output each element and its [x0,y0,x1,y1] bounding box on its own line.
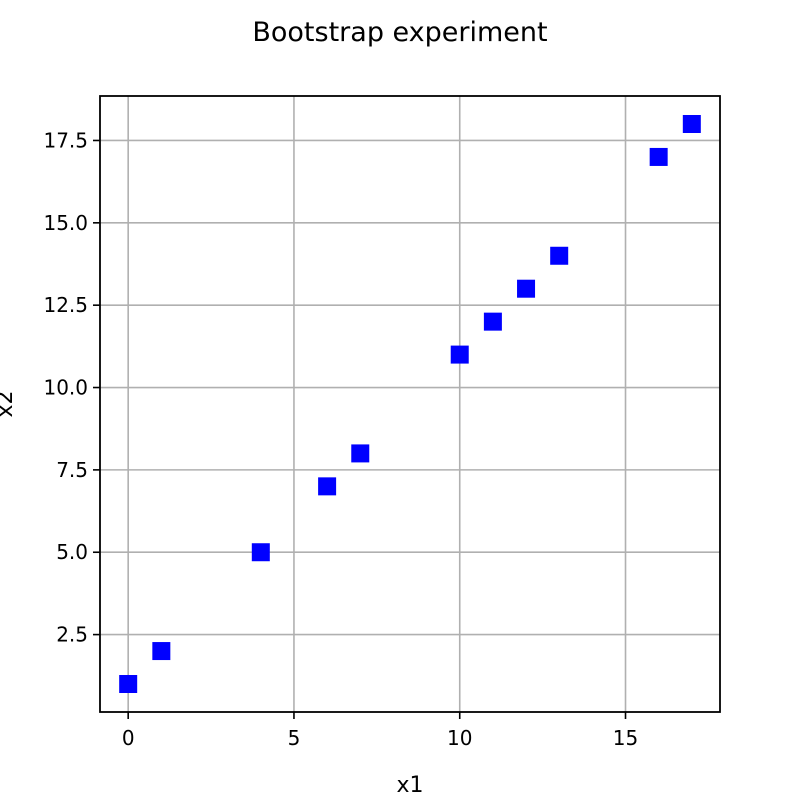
data-point [517,279,536,298]
data-points [119,115,701,693]
ticks: 0 5 10 15 2.5 5.0 7.5 10.0 12.5 15.0 17.5 [43,128,638,750]
data-point [550,246,569,265]
data-point [483,312,502,331]
data-point [682,115,701,133]
x-tick-label: 10 [447,726,472,750]
y-tick-label: 5.0 [56,540,88,564]
y-tick-label: 2.5 [56,623,88,647]
x-tick-label: 15 [613,726,638,750]
data-point [450,345,469,364]
x-axis-label: x1 [396,773,423,798]
y-axis-label: x2 [0,390,18,417]
data-point [318,477,337,496]
y-tick-label: 15.0 [43,211,88,235]
data-point [251,543,270,562]
data-point [351,444,370,463]
plot-frame [99,95,721,713]
y-tick-label: 17.5 [43,128,88,152]
y-tick-label: 12.5 [43,293,88,317]
chart-title: Bootstrap experiment [252,17,547,48]
grid [100,96,720,712]
data-point [119,675,138,693]
x-tick-label: 0 [122,726,135,750]
data-point [649,147,668,166]
y-tick-label: 7.5 [56,458,88,482]
data-point [152,642,171,661]
x-tick-label: 5 [288,726,301,750]
y-tick-label: 10.0 [43,376,88,400]
